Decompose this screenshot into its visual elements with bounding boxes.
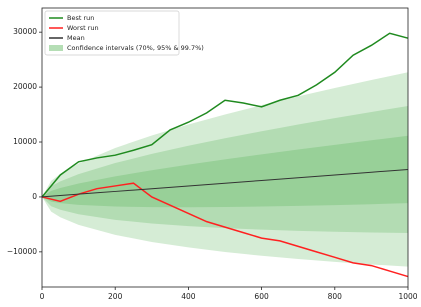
series-line [41, 32, 409, 198]
y-tick-label: 0 [32, 192, 37, 201]
confidence-band [42, 72, 408, 267]
legend-label: Confidence intervals (70%, 95% & 99.7%) [67, 44, 204, 52]
x-tick-label: 400 [181, 292, 196, 301]
x-tick-label: 800 [328, 292, 343, 301]
confidence-band [42, 105, 408, 233]
x-tick-label: 600 [254, 292, 269, 301]
y-tick-label: 20000 [13, 82, 37, 91]
y-tick-label: −10000 [7, 247, 37, 256]
axes-frame [41, 7, 409, 288]
x-tick-label: 1000 [398, 292, 417, 301]
legend-swatch [49, 45, 63, 51]
x-tick-label: 200 [108, 292, 123, 301]
legend-label: Best run [67, 14, 94, 22]
y-tick-label: 10000 [13, 137, 37, 146]
legend-label: Worst run [67, 24, 99, 32]
legend-box [44, 10, 180, 56]
series-line [41, 168, 409, 198]
confidence-band [42, 135, 408, 208]
legend-label: Mean [67, 34, 85, 42]
plot-area [41, 32, 409, 278]
series-line [41, 182, 409, 278]
x-tick-label: 0 [40, 292, 45, 301]
legend: Best run Worst run Mean Confidence interval… [44, 10, 204, 56]
y-tick-label: 30000 [13, 27, 37, 36]
